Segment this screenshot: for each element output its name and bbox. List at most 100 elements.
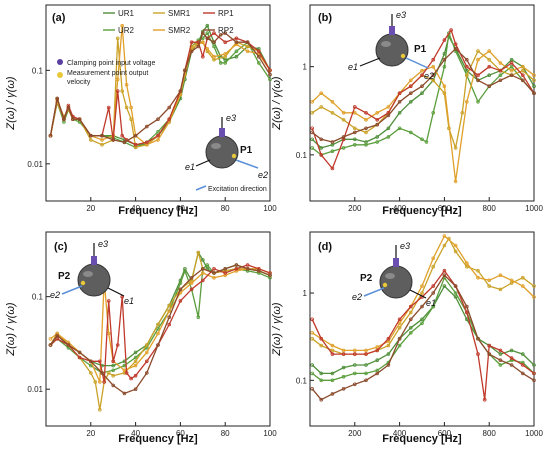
data-point-smr2 [212,275,216,280]
data-point-rp2 [453,284,458,288]
data-point-smr2 [319,91,324,95]
point-label: P2 [360,273,373,284]
sphere-stem [389,26,395,35]
data-point-ur2 [330,378,335,383]
data-point-rp2 [352,382,357,387]
data-point-rp2 [100,371,104,375]
data-point-rp1 [223,271,228,275]
data-point-ur2 [319,378,324,383]
data-point-smr2 [453,179,458,184]
x-tick-label: 400 [393,429,407,438]
series-layer [310,28,536,184]
data-point-rp2 [111,383,115,388]
data-point-rp1 [133,373,138,378]
sphere-stem [219,128,225,137]
data-point-ur2 [408,130,413,135]
data-point-rp2 [223,266,228,271]
data-point-ur2 [498,363,503,367]
data-point-smr1 [453,249,458,254]
data-point-smr1 [93,380,98,384]
data-point-rp2 [319,137,324,142]
data-point-rp2 [386,363,391,367]
data-point-ur1 [498,352,503,356]
data-point-rp2 [532,91,536,95]
data-point-smr2 [431,64,436,69]
data-point-rp1 [532,371,536,376]
data-point-ur2 [453,291,458,295]
data-point-smr2 [442,234,447,238]
data-point-ur1 [487,73,492,77]
data-point-rp2 [520,78,525,83]
data-point-rp2 [100,133,104,138]
data-point-rp1 [364,111,368,115]
data-point-rp2 [48,133,53,138]
data-point-rp1 [268,271,272,275]
data-point-rp2 [234,40,239,44]
data-point-rp2 [66,105,71,110]
series-layer [48,250,272,412]
measurement-dot [382,282,388,288]
data-point-smr2 [330,100,335,104]
x-tick-label: 60 [176,429,185,438]
data-point-rp1 [124,371,129,375]
data-point-smr2 [100,138,104,142]
y-tick-label: 0.1 [32,66,44,75]
y-tick-label: 0.1 [32,293,44,302]
data-point-rp1 [212,266,216,271]
data-point-rp2 [183,68,187,73]
data-point-smr2 [115,77,120,82]
axis-layer: 200 400 600 800 1000 0.1 1 [296,63,544,213]
data-point-ur2 [310,371,315,376]
axis-label-e2: e2 [258,170,268,180]
axis-arrow-e2 [363,287,385,297]
point-label: P2 [58,271,71,282]
measurement-dot [400,53,406,59]
data-point-ur2 [212,44,216,49]
data-point-smr1 [420,291,424,295]
data-point-smr1 [310,336,315,341]
data-point-rp2 [420,304,424,309]
excitation-label: Excitation direction [208,186,267,193]
data-point-ur2 [352,143,357,147]
data-point-smr1 [431,78,436,83]
x-tick-label: 200 [348,429,362,438]
x-axis-label: Frequency [Hz] [382,205,462,217]
data-point-ur1 [442,284,447,288]
data-point-rp1 [442,268,447,273]
data-point-ur2 [330,149,335,154]
x-axis-label: Frequency [Hz] [118,433,198,445]
data-point-smr1 [106,371,111,375]
data-point-ur2 [408,330,413,335]
data-point-rp1 [330,166,335,171]
data-point-smr2 [498,273,503,278]
x-tick-label: 600 [438,204,452,213]
axis-layer: 20 40 60 80 100 0.01 0.1 [27,66,277,213]
data-point-ur1 [310,363,315,367]
data-point-rp2 [532,378,536,383]
data-point-smr1 [520,68,525,73]
data-point-ur2 [364,371,368,376]
data-point-rp1 [201,278,205,283]
x-tick-label: 400 [393,204,407,213]
x-tick-label: 40 [131,429,140,438]
sphere-stem [91,256,97,265]
data-point-rp2 [352,130,357,135]
data-point-smr1 [442,243,447,248]
data-point-smr2 [364,348,368,353]
y-tick-label: 1 [303,63,308,72]
data-point-rp1 [129,376,133,381]
data-point-ur2 [386,135,391,139]
data-point-rp2 [268,273,272,278]
data-point-rp2 [509,363,514,367]
data-point-rp1 [319,336,324,341]
sphere-highlight [211,143,221,149]
data-point-smr1 [156,322,160,327]
data-point-ur1 [319,146,324,150]
data-point-smr2 [375,111,380,115]
data-point-rp2 [201,31,205,35]
data-point-ur1 [386,126,391,131]
data-point-rp1 [77,355,82,360]
data-point-rp2 [245,266,250,271]
panel-label: (a) [52,12,66,24]
data-point-rp2 [167,105,172,110]
